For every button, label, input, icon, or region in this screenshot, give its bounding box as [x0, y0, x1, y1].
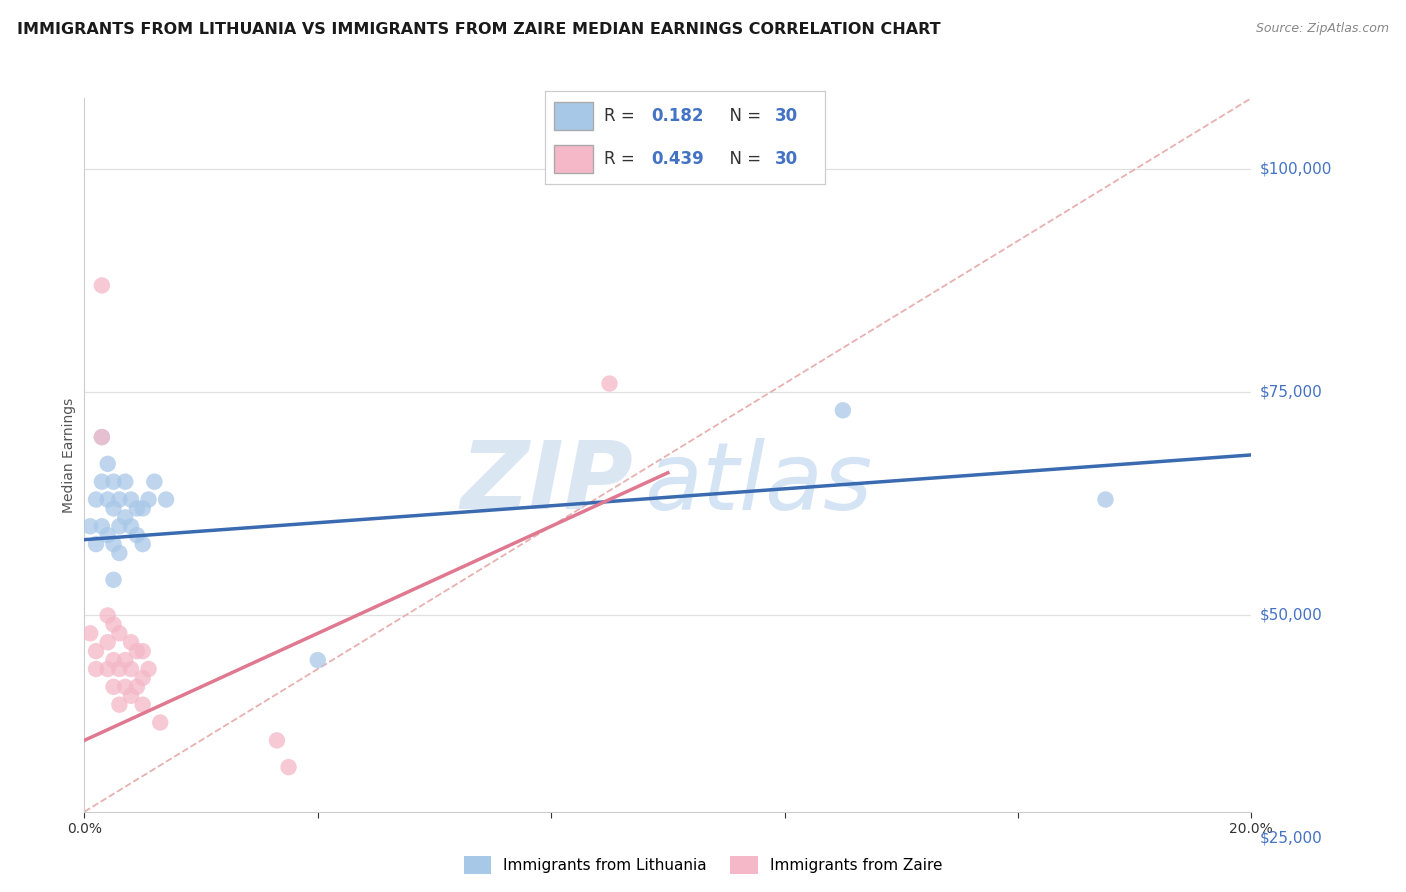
Point — [120, 635, 142, 649]
Point — [97, 528, 120, 542]
Point — [84, 492, 107, 507]
Text: IMMIGRANTS FROM LITHUANIA VS IMMIGRANTS FROM ZAIRE MEDIAN EARNINGS CORRELATION C: IMMIGRANTS FROM LITHUANIA VS IMMIGRANTS … — [17, 22, 941, 37]
Point — [108, 626, 131, 640]
Text: atlas: atlas — [644, 438, 873, 529]
Point — [114, 653, 136, 667]
Point — [132, 644, 155, 658]
Text: $75,000: $75,000 — [1260, 385, 1323, 400]
Point — [132, 698, 155, 712]
Point — [97, 635, 120, 649]
Point — [90, 278, 112, 293]
Point — [266, 733, 288, 747]
Point — [97, 608, 120, 623]
Point — [125, 644, 148, 658]
Point — [138, 662, 160, 676]
Point — [132, 671, 155, 685]
Point — [103, 617, 125, 632]
Point — [138, 492, 160, 507]
Point — [90, 430, 112, 444]
Legend: Immigrants from Lithuania, Immigrants from Zaire: Immigrants from Lithuania, Immigrants fr… — [457, 850, 949, 880]
Y-axis label: Median Earnings: Median Earnings — [62, 397, 76, 513]
Point — [1094, 492, 1116, 507]
Point — [108, 546, 131, 560]
Point — [114, 475, 136, 489]
Point — [132, 537, 155, 551]
Point — [143, 475, 166, 489]
Point — [155, 492, 177, 507]
Point — [103, 653, 125, 667]
Point — [97, 457, 120, 471]
Point — [103, 501, 125, 516]
Text: $50,000: $50,000 — [1260, 608, 1323, 623]
Point — [84, 662, 107, 676]
Point — [108, 698, 131, 712]
Point — [108, 519, 131, 533]
Point — [79, 519, 101, 533]
Text: Source: ZipAtlas.com: Source: ZipAtlas.com — [1256, 22, 1389, 36]
Point — [108, 662, 131, 676]
Point — [84, 537, 107, 551]
Text: $100,000: $100,000 — [1260, 162, 1331, 177]
Point — [114, 680, 136, 694]
Point — [90, 430, 112, 444]
Point — [97, 492, 120, 507]
Point — [832, 403, 855, 417]
Point — [125, 680, 148, 694]
Point — [120, 662, 142, 676]
Point — [90, 475, 112, 489]
Point — [125, 528, 148, 542]
Point — [90, 519, 112, 533]
Point — [120, 519, 142, 533]
Point — [132, 501, 155, 516]
Point — [125, 501, 148, 516]
Point — [97, 662, 120, 676]
Point — [277, 760, 299, 774]
Point — [114, 510, 136, 524]
Point — [79, 626, 101, 640]
Point — [149, 715, 172, 730]
Point — [120, 689, 142, 703]
Point — [307, 653, 329, 667]
Text: ZIP: ZIP — [460, 437, 633, 530]
Point — [103, 680, 125, 694]
Text: $25,000: $25,000 — [1260, 831, 1323, 846]
Point — [108, 492, 131, 507]
Point — [103, 573, 125, 587]
Point — [84, 644, 107, 658]
Point — [599, 376, 621, 391]
Point — [120, 492, 142, 507]
Point — [103, 537, 125, 551]
Point — [103, 475, 125, 489]
